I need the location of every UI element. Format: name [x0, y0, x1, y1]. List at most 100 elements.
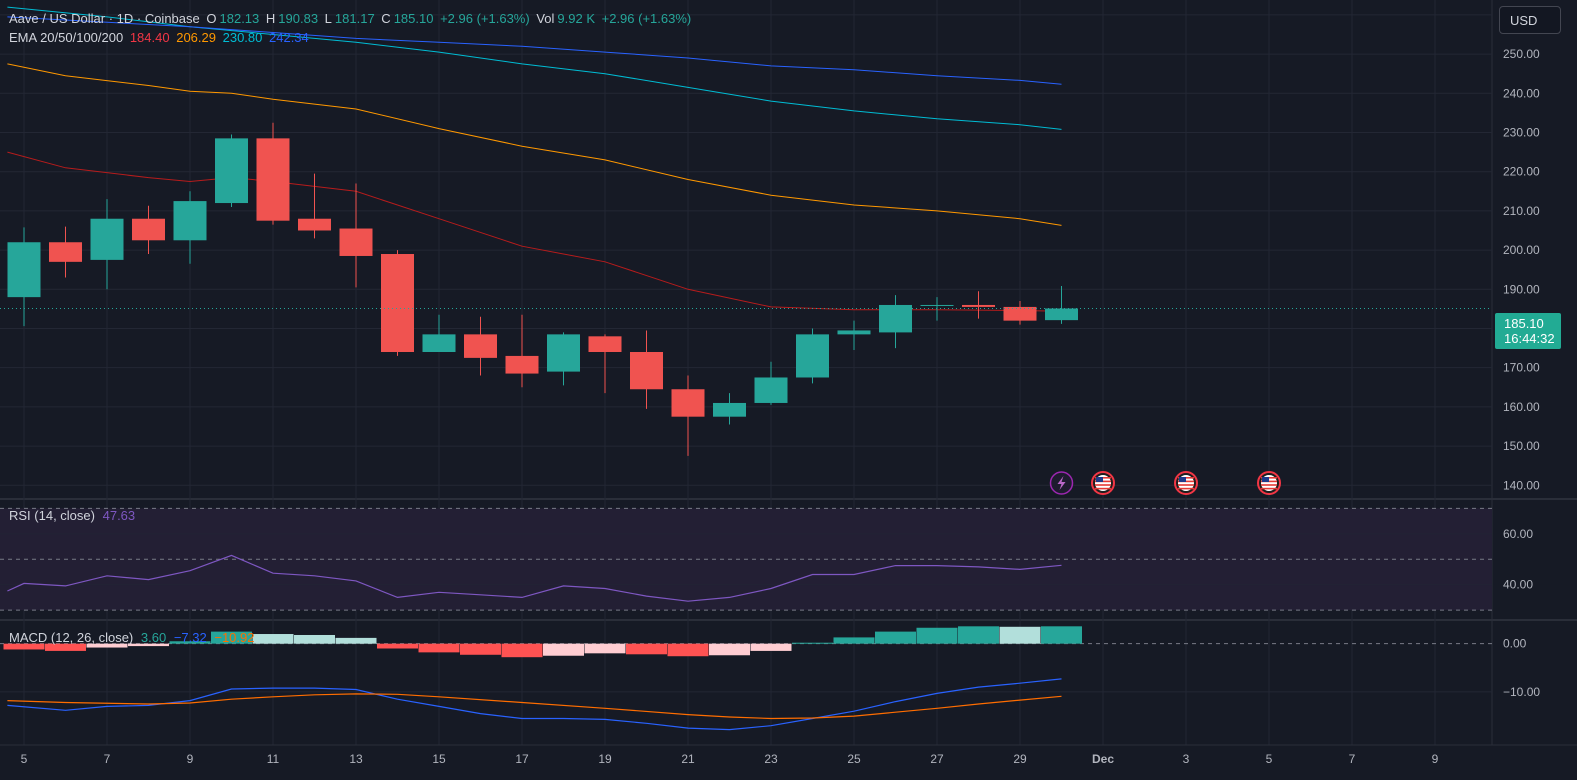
candle	[754, 361, 788, 405]
macd-histogram-bar	[667, 643, 709, 657]
candle	[422, 314, 456, 353]
macd-histogram-bar	[501, 643, 543, 658]
x-tick-label: 9	[1432, 752, 1439, 766]
macd-histogram-bar	[3, 643, 45, 650]
y-tick-label: 230.00	[1503, 125, 1540, 139]
macd-histogram-bar	[1041, 626, 1082, 644]
macd-histogram-bar	[916, 627, 958, 644]
candle	[879, 295, 912, 349]
candle-body	[630, 352, 663, 390]
us-flag-icon	[1174, 471, 1198, 495]
candle-body	[837, 330, 871, 335]
close-value: 185.10	[393, 11, 434, 26]
y-tick-label: 200.00	[1503, 243, 1540, 257]
macd-histogram-bar	[750, 643, 792, 651]
candle	[7, 227, 41, 327]
x-tick-label: 21	[681, 752, 695, 766]
candle-body	[879, 304, 912, 333]
symbol-title[interactable]: Aave / US Dollar · 1D · Coinbase	[9, 11, 200, 26]
x-tick-label: 3	[1183, 752, 1190, 766]
candle-body	[90, 218, 124, 260]
candle	[132, 205, 165, 255]
candle-body	[173, 201, 207, 241]
vol-label: Vol	[536, 11, 555, 26]
x-tick-label: Dec	[1092, 752, 1114, 766]
y-tick-label: 190.00	[1503, 282, 1540, 296]
candle-body	[422, 334, 456, 353]
candle-body	[713, 402, 746, 417]
x-tick-label: 5	[1266, 752, 1273, 766]
lightning-icon	[1049, 471, 1074, 495]
y-tick-label: 160.00	[1503, 400, 1540, 414]
y-tick-label: 150.00	[1503, 439, 1540, 453]
last-price: 185.10	[1504, 316, 1544, 331]
x-tick-label: 27	[930, 752, 944, 766]
candle-body	[132, 218, 165, 241]
high-value: 190.83	[278, 11, 319, 26]
bar-countdown: 16:44:32	[1504, 331, 1555, 346]
macd-histogram-bar	[169, 641, 211, 644]
macd-histogram-bar	[543, 643, 584, 656]
macd-histogram-bar	[709, 643, 750, 656]
x-tick-label: 9	[187, 752, 194, 766]
candle-body	[215, 138, 248, 204]
rsi-tick-label: 60.00	[1503, 527, 1533, 541]
macd-histogram-bar	[418, 643, 460, 653]
ema-50-value: 206.29	[176, 30, 216, 45]
open-value: 182.13	[219, 11, 260, 26]
rsi-value: 47.63	[102, 508, 136, 523]
candle-body	[505, 355, 539, 374]
x-tick-label: 17	[515, 752, 529, 766]
candle-body	[796, 334, 829, 378]
ema-legend[interactable]: EMA 20/50/100/200 184.40 206.29 230.80 2…	[9, 30, 312, 45]
macd-histogram-bar	[335, 637, 377, 644]
x-tick-label: 29	[1013, 752, 1027, 766]
candle-body	[588, 336, 622, 353]
macd-histogram-bar	[958, 626, 999, 644]
close-label: C	[381, 11, 391, 26]
candle-body	[1045, 308, 1078, 321]
candle-body	[339, 228, 373, 256]
rsi-legend[interactable]: RSI (14, close) 47.63	[9, 508, 135, 523]
x-tick-label: 11	[267, 752, 280, 766]
ema-line-3	[7, 16, 1062, 85]
candle-body	[754, 377, 788, 403]
x-tick-label: 13	[349, 752, 363, 766]
rsi-tick-label: 40.00	[1503, 578, 1533, 592]
macd-histogram-bar	[377, 643, 418, 649]
candle-body	[671, 389, 705, 417]
candle	[796, 328, 829, 384]
macd-histogram-bar	[999, 626, 1041, 644]
candle	[505, 314, 539, 388]
candle-body	[49, 242, 82, 262]
macd-hist-value: 3.60	[140, 630, 167, 645]
candle	[339, 183, 373, 288]
candle	[837, 320, 871, 351]
candle	[173, 191, 207, 264]
candle	[588, 334, 622, 394]
high-label: H	[265, 11, 276, 26]
last-price-tag: 185.10 16:44:32	[1495, 313, 1561, 349]
candle-body	[7, 242, 41, 298]
candle-body	[464, 334, 497, 358]
vol-change-value: +2.96 (+1.63%)	[601, 11, 692, 26]
change-value: +2.96 (+1.63%)	[440, 11, 530, 26]
x-tick-label: 7	[104, 752, 111, 766]
low-label: L	[324, 11, 332, 26]
ema-100-value: 230.80	[222, 30, 263, 45]
macd-histogram-bar	[45, 643, 86, 651]
macd-legend[interactable]: MACD (12, 26, close) 3.60 −7.32 −10.92	[9, 630, 254, 645]
candle	[256, 122, 290, 225]
candle	[713, 393, 746, 425]
macd-histogram-bar	[460, 643, 501, 655]
candle-body	[1003, 306, 1037, 321]
currency-button[interactable]: USD	[1499, 6, 1561, 34]
candle-body	[381, 254, 414, 353]
candle-body	[298, 218, 331, 231]
candle	[215, 134, 248, 207]
macd-histogram-bar	[792, 642, 833, 644]
y-tick-label: 140.00	[1503, 478, 1540, 492]
y-tick-label: 220.00	[1503, 165, 1540, 179]
